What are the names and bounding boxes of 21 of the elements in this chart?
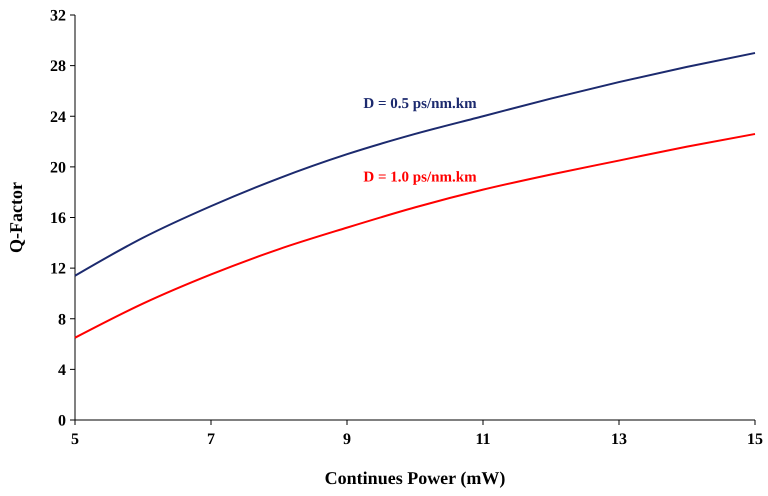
y-axis-title: Q-Factor bbox=[6, 182, 26, 253]
y-tick-label: 16 bbox=[50, 210, 66, 228]
series-label: D = 1.0 ps/nm.km bbox=[363, 169, 478, 186]
x-tick-label: 7 bbox=[207, 431, 215, 448]
x-tick-label: 13 bbox=[611, 431, 627, 448]
y-tick-label: 20 bbox=[50, 159, 66, 176]
x-tick-label: 5 bbox=[71, 431, 79, 448]
y-tick-label: 28 bbox=[50, 58, 66, 76]
y-tick-label: 24 bbox=[50, 108, 66, 126]
x-tick-label: 9 bbox=[343, 431, 351, 448]
y-tick-label: 4 bbox=[58, 362, 66, 379]
x-tick-label: 15 bbox=[747, 431, 763, 448]
series-label: D = 0.5 ps/nm.km bbox=[363, 96, 478, 112]
line-series bbox=[74, 132, 756, 339]
x-axis-title: Continues Power (mW) bbox=[324, 468, 506, 488]
x-tick-label: 11 bbox=[475, 431, 491, 448]
y-tick-label: 32 bbox=[50, 8, 66, 25]
y-tick-label: 12 bbox=[50, 260, 66, 278]
y-tick-label: 8 bbox=[58, 311, 66, 328]
y-tick-label: 0 bbox=[58, 412, 66, 430]
line-series bbox=[74, 52, 756, 277]
